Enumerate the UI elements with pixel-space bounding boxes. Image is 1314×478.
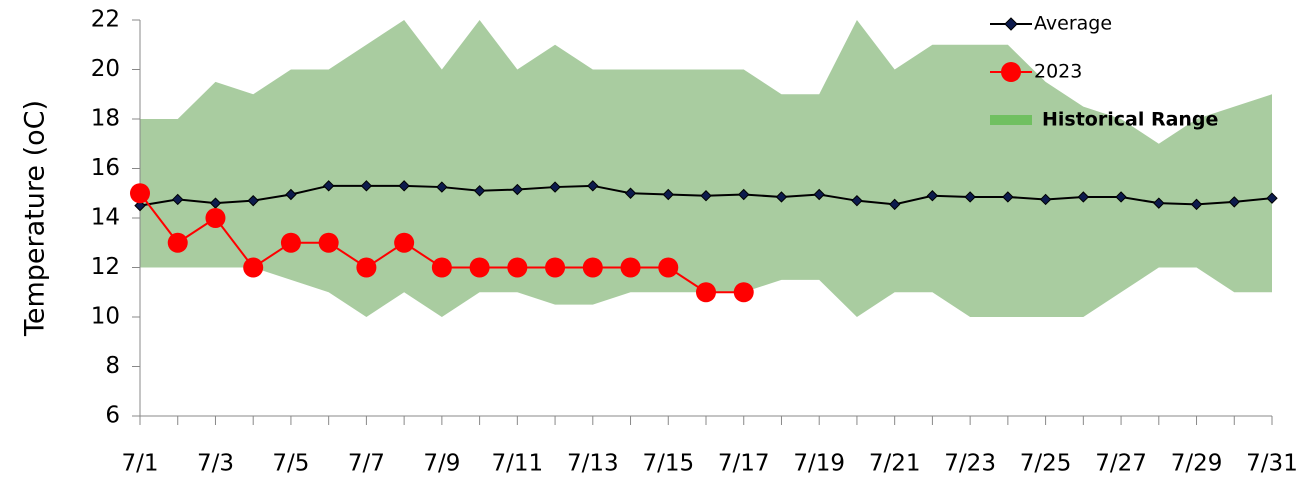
marker xyxy=(733,282,754,303)
y-axis-label: Temperature (oC) xyxy=(20,100,51,337)
marker xyxy=(394,232,415,253)
marker xyxy=(511,183,524,196)
x-tick-label: 7/9 xyxy=(423,451,460,477)
marker xyxy=(507,257,528,278)
legend-label: Historical Range xyxy=(1042,109,1218,131)
marker xyxy=(436,181,448,193)
marker xyxy=(280,232,301,253)
marker xyxy=(172,193,184,206)
x-tick-label: 7/25 xyxy=(1020,451,1072,477)
legend-swatch xyxy=(990,115,1032,125)
y-tick-label: 10 xyxy=(91,304,120,330)
marker xyxy=(620,257,641,278)
x-tick-label: 7/13 xyxy=(567,451,619,477)
marker xyxy=(205,208,226,228)
marker xyxy=(738,188,750,201)
marker xyxy=(851,194,863,207)
y-tick-label: 8 xyxy=(105,353,120,379)
legend-marker xyxy=(1001,62,1021,82)
y-tick-label: 6 xyxy=(105,403,120,429)
marker xyxy=(545,257,566,278)
y-tick-label: 16 xyxy=(91,155,120,181)
marker xyxy=(318,232,339,253)
marker xyxy=(1228,196,1240,208)
marker xyxy=(247,194,259,207)
marker xyxy=(356,257,377,278)
marker xyxy=(1266,192,1278,204)
y-tick-label: 18 xyxy=(91,106,120,132)
x-tick-label: 7/17 xyxy=(718,451,770,477)
y-tick-label: 12 xyxy=(91,254,120,280)
marker xyxy=(1115,191,1127,203)
marker xyxy=(964,191,976,203)
x-tick-label: 7/27 xyxy=(1095,451,1147,477)
x-tick-label: 7/31 xyxy=(1246,451,1298,477)
y-tick-label: 22 xyxy=(91,7,120,33)
x-tick-label: 7/7 xyxy=(348,451,385,477)
marker xyxy=(469,257,490,278)
x-tick-label: 7/5 xyxy=(272,451,309,477)
marker xyxy=(322,180,335,192)
marker xyxy=(398,180,410,192)
legend-label: 2023 xyxy=(1034,61,1082,83)
marker xyxy=(1153,197,1165,209)
marker xyxy=(813,188,825,201)
marker xyxy=(775,191,788,203)
marker xyxy=(360,180,373,192)
y-tick-label: 14 xyxy=(91,205,120,231)
marker xyxy=(1039,193,1052,206)
legend-marker xyxy=(1004,17,1018,31)
marker xyxy=(888,198,901,211)
marker xyxy=(700,190,712,202)
marker xyxy=(624,187,637,199)
marker xyxy=(1002,191,1014,203)
marker xyxy=(1077,191,1090,203)
marker xyxy=(134,199,146,212)
marker xyxy=(926,190,939,202)
marker xyxy=(696,282,716,303)
x-tick-label: 7/19 xyxy=(793,451,845,477)
y-tick-label: 20 xyxy=(91,56,120,82)
marker xyxy=(549,181,561,193)
marker xyxy=(285,188,297,201)
marker xyxy=(473,185,486,197)
marker xyxy=(582,257,603,278)
marker xyxy=(167,232,188,253)
x-tick-label: 7/23 xyxy=(944,451,996,477)
x-tick-label: 7/11 xyxy=(492,451,544,477)
x-tick-label: 7/21 xyxy=(869,451,921,477)
x-tick-label: 7/1 xyxy=(121,451,158,477)
marker xyxy=(658,257,679,278)
marker xyxy=(130,183,150,204)
marker xyxy=(1190,198,1203,211)
marker xyxy=(662,188,674,201)
marker xyxy=(587,180,599,192)
x-tick-label: 7/15 xyxy=(642,451,694,477)
marker xyxy=(243,257,264,278)
x-tick-label: 7/3 xyxy=(197,451,234,477)
legend-label: Average xyxy=(1034,13,1112,35)
range-band xyxy=(140,20,1272,317)
x-tick-label: 7/29 xyxy=(1171,451,1223,477)
marker xyxy=(431,257,452,278)
